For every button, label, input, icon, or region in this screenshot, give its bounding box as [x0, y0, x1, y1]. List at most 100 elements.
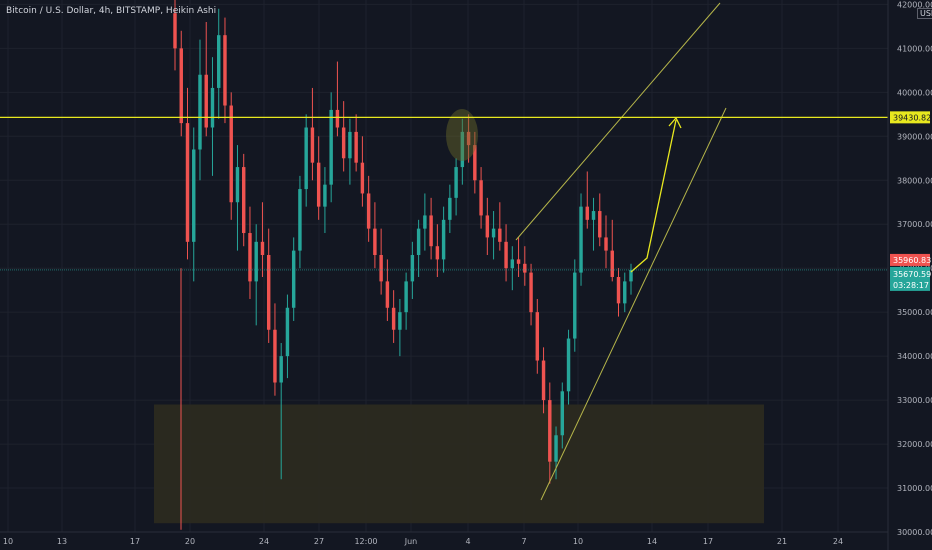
price-axis-panel[interactable]: [888, 0, 932, 532]
candle-body[interactable]: [304, 127, 308, 190]
candle-body[interactable]: [485, 215, 490, 238]
candle-body[interactable]: [385, 281, 390, 308]
price-tick-label: 34000.00: [897, 352, 932, 361]
candle-body[interactable]: [510, 259, 515, 269]
upper-trendline[interactable]: [515, 2, 721, 241]
candle-body[interactable]: [560, 391, 565, 436]
candle-body[interactable]: [266, 255, 271, 330]
candle-body[interactable]: [348, 131, 352, 159]
candle-body[interactable]: [535, 312, 540, 361]
time-tick-label: 10: [573, 537, 583, 546]
candle-body[interactable]: [173, 13, 177, 49]
candle-body[interactable]: [541, 360, 546, 401]
candle-body[interactable]: [548, 400, 552, 462]
candle-body[interactable]: [279, 356, 283, 383]
candle-body[interactable]: [429, 215, 433, 247]
candle-body[interactable]: [248, 233, 252, 282]
candle-body[interactable]: [460, 131, 465, 168]
candle-body[interactable]: [198, 74, 202, 150]
candle-body[interactable]: [516, 259, 521, 264]
price-tick-label: 32000.00: [897, 440, 932, 449]
candle-body[interactable]: [229, 105, 233, 203]
candle-body[interactable]: [366, 193, 371, 229]
time-tick-label: 17: [130, 537, 140, 546]
candle-body[interactable]: [316, 162, 321, 207]
candle-body[interactable]: [335, 109, 340, 128]
candle-body[interactable]: [341, 127, 346, 159]
time-axis-panel[interactable]: [0, 532, 932, 550]
secondary-price-tag: [890, 266, 930, 291]
candle-body[interactable]: [529, 272, 533, 313]
candle-body[interactable]: [398, 312, 402, 330]
time-tick-label: 7: [521, 537, 526, 546]
candle-body[interactable]: [285, 307, 290, 357]
candle-body[interactable]: [192, 149, 196, 242]
time-tick-label: 24: [259, 537, 269, 546]
candle-body[interactable]: [223, 35, 227, 106]
candle-body[interactable]: [298, 189, 302, 251]
candle-body[interactable]: [360, 162, 365, 194]
candle-body[interactable]: [310, 127, 315, 163]
time-tick-label: 4: [465, 537, 470, 546]
candle-body[interactable]: [260, 241, 265, 256]
candle-body[interactable]: [323, 184, 327, 207]
candle-body[interactable]: [410, 255, 415, 282]
candle-body[interactable]: [466, 131, 471, 146]
candle-body[interactable]: [329, 109, 333, 185]
candle-body[interactable]: [373, 228, 377, 256]
candle-body[interactable]: [591, 211, 596, 220]
candle-body[interactable]: [273, 329, 277, 383]
candle-body[interactable]: [573, 272, 577, 339]
candle-body[interactable]: [448, 197, 452, 220]
candle-body[interactable]: [498, 228, 502, 242]
time-tick-label: 17: [703, 537, 713, 546]
price-tick-label: 42000.00: [897, 0, 932, 9]
candle-body[interactable]: [579, 206, 583, 273]
candle-body[interactable]: [254, 241, 258, 282]
candle-body[interactable]: [291, 250, 296, 308]
candle-body[interactable]: [416, 228, 421, 256]
candle-body[interactable]: [404, 281, 408, 313]
candle-body[interactable]: [479, 180, 483, 216]
candle-body[interactable]: [379, 255, 383, 282]
price-tick-label: 40000.00: [897, 88, 932, 97]
candle-body[interactable]: [604, 237, 608, 251]
candle-body[interactable]: [241, 167, 246, 234]
candle-body[interactable]: [504, 241, 508, 269]
highlight-circle[interactable]: [446, 109, 478, 161]
candle-body[interactable]: [616, 276, 621, 304]
projection-arrow[interactable]: [630, 119, 677, 273]
candle-body[interactable]: [423, 215, 427, 229]
candle-body[interactable]: [473, 145, 477, 181]
candle-body[interactable]: [435, 246, 440, 260]
lower-trendline[interactable]: [540, 107, 727, 501]
candle-body[interactable]: [454, 167, 458, 198]
candle-body[interactable]: [185, 123, 190, 242]
time-tick-label: 24: [833, 537, 843, 546]
candle-body[interactable]: [585, 206, 589, 220]
candle-body[interactable]: [235, 167, 240, 203]
time-tick-label: 12:00: [354, 537, 377, 546]
candle-body[interactable]: [210, 87, 215, 128]
candle-body[interactable]: [179, 48, 183, 124]
candle-body[interactable]: [204, 74, 208, 128]
price-tick-label: 31000.00: [897, 484, 932, 493]
candle-body[interactable]: [354, 131, 358, 163]
candle-body[interactable]: [623, 281, 627, 304]
price-tags: 39430.82 35960.83 35670.59 03:28:17: [890, 111, 931, 291]
annotation-layer: [446, 2, 727, 501]
time-tick-label: 27: [314, 537, 324, 546]
time-tick-label: 21: [777, 537, 787, 546]
candle-body[interactable]: [523, 263, 527, 273]
candle-body[interactable]: [391, 307, 396, 330]
candle-body[interactable]: [491, 228, 496, 238]
currency-badge[interactable]: USD: [917, 8, 932, 19]
candle-body[interactable]: [217, 35, 221, 88]
candle-body[interactable]: [598, 211, 602, 238]
candle-body[interactable]: [566, 338, 571, 392]
candle-body[interactable]: [441, 219, 446, 260]
candle-body[interactable]: [554, 435, 558, 462]
candle-body[interactable]: [610, 250, 614, 277]
candle-body[interactable]: [629, 269, 633, 282]
